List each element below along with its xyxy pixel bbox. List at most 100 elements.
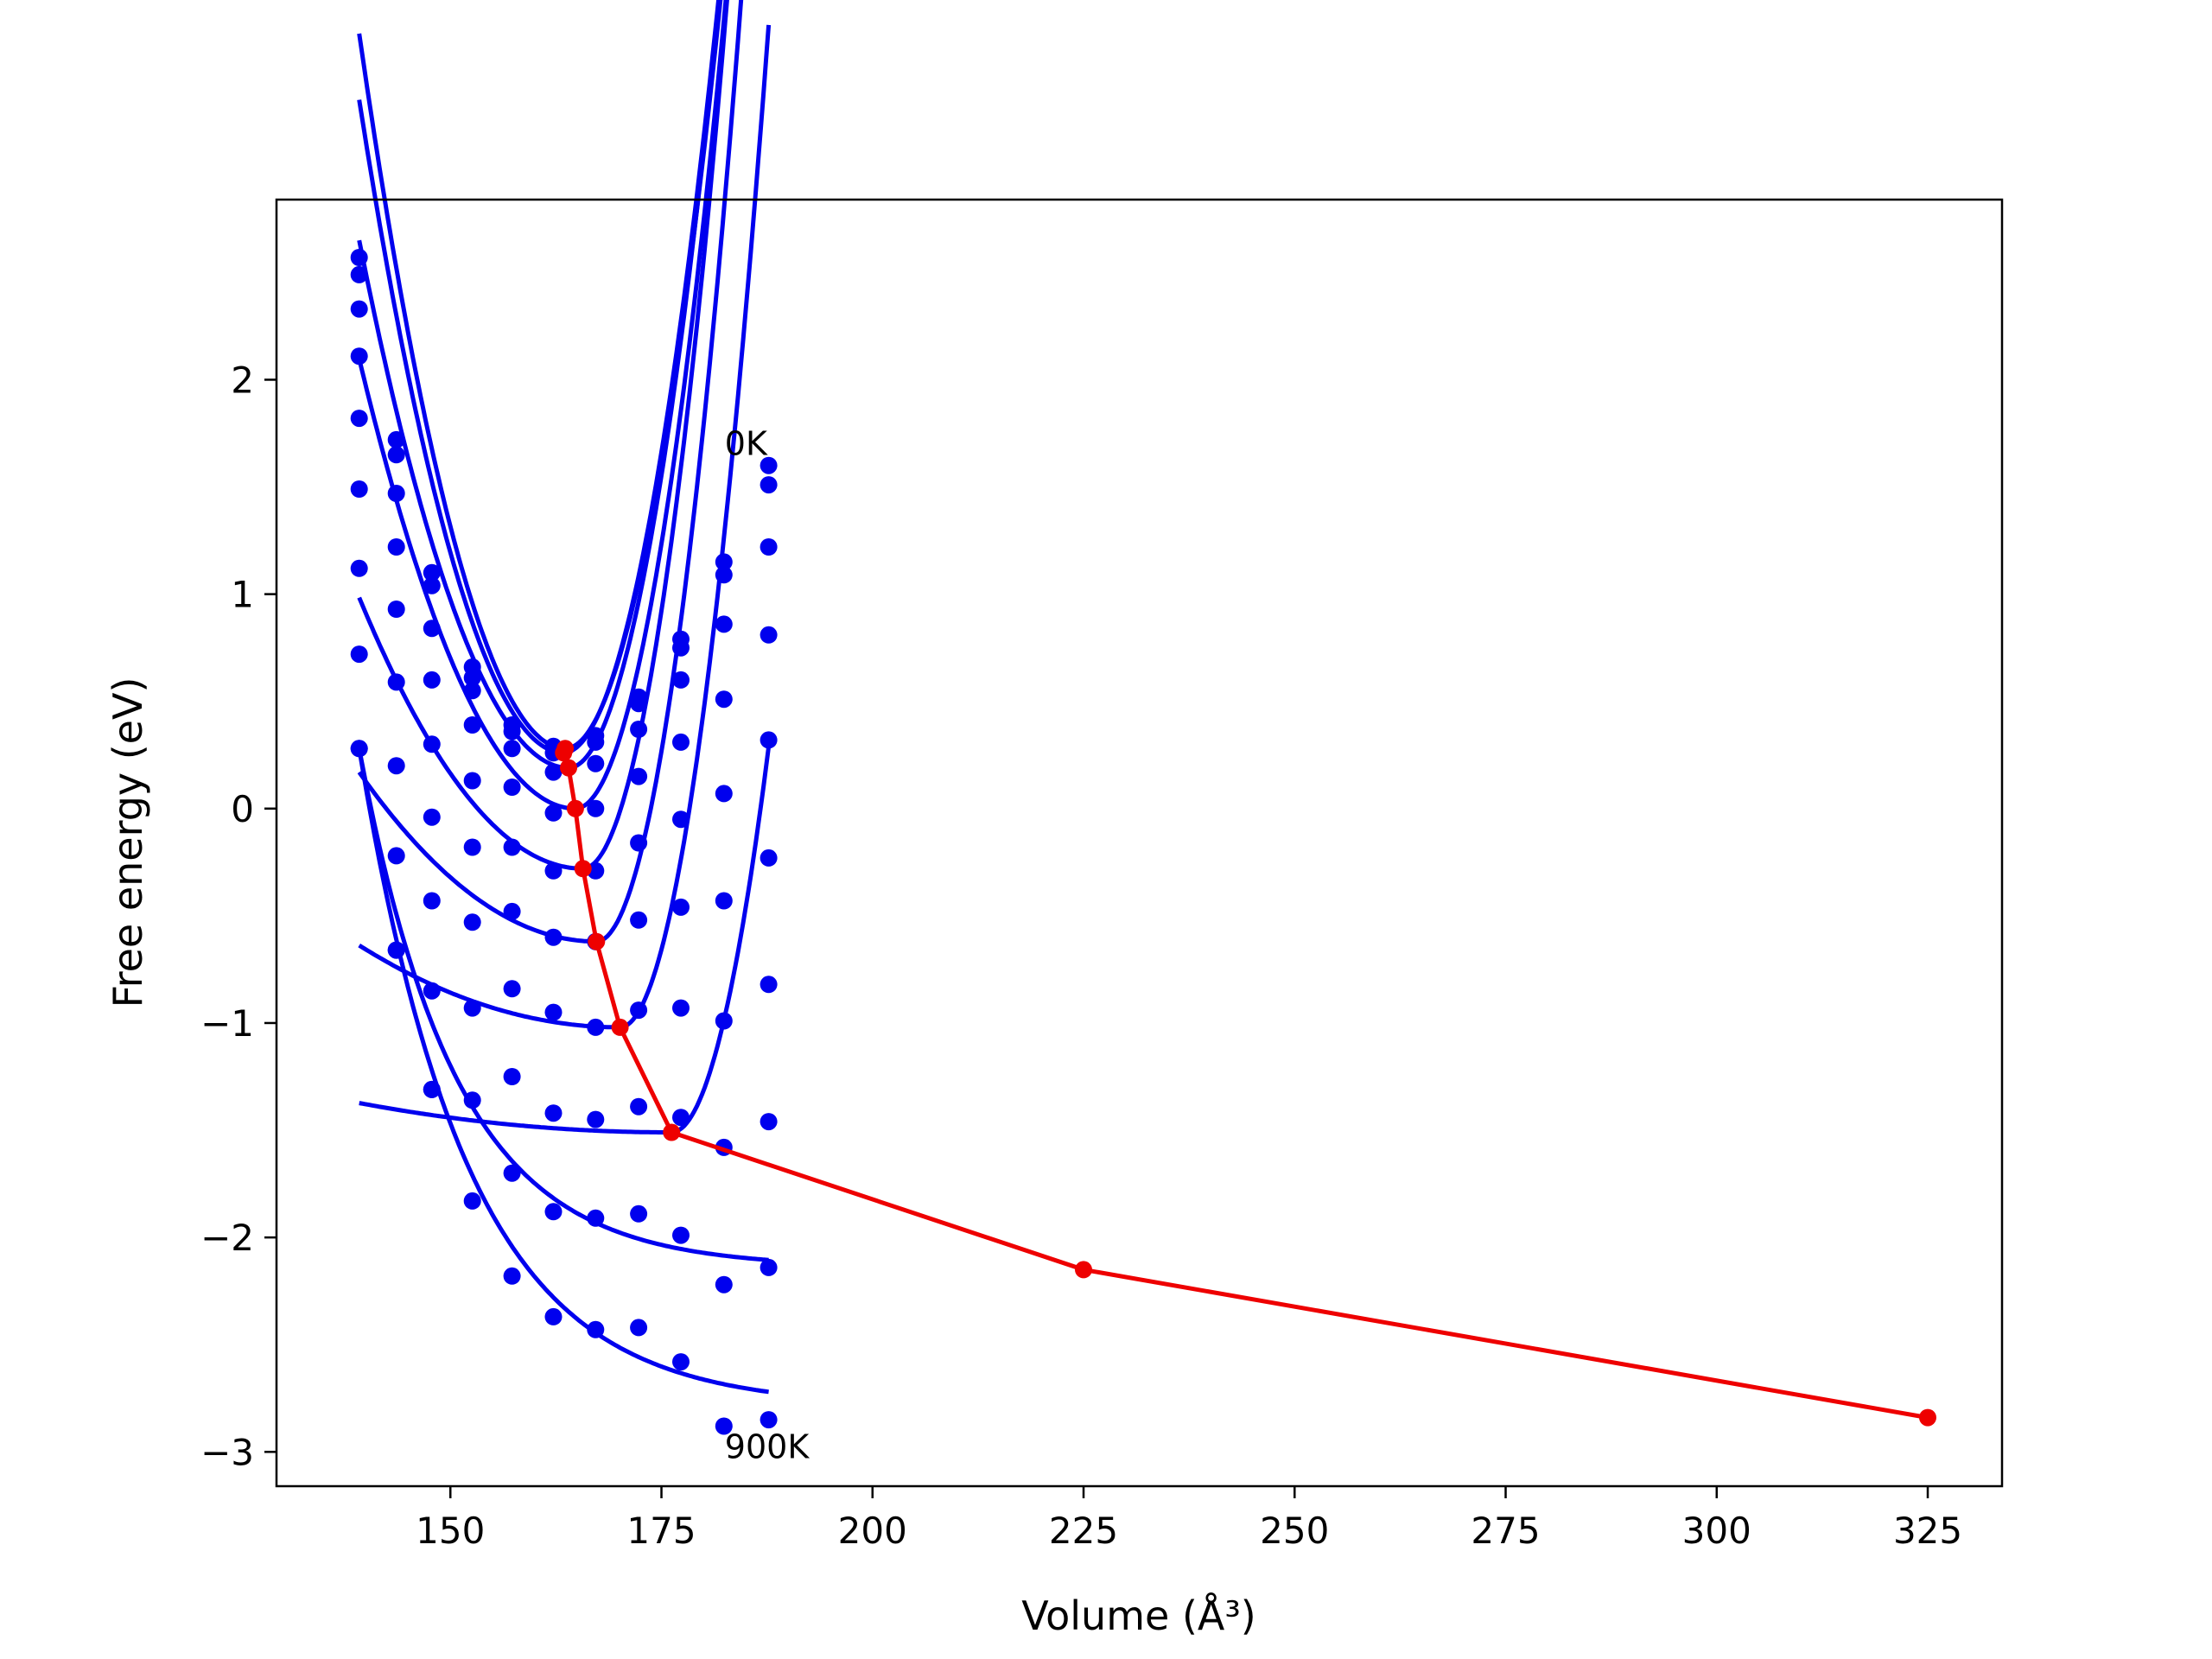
isotherm-point-6-0 (350, 559, 368, 577)
isotherm-point-6-10 (760, 976, 778, 994)
isotherm-point-5-8 (672, 898, 690, 916)
isotherm-curve-9 (357, 747, 769, 1395)
y-tick-label: −2 (200, 1217, 254, 1259)
isotherm-point-9-4 (503, 1267, 521, 1285)
isotherm-point-4-2 (423, 735, 441, 753)
isotherm-curves (357, 0, 772, 1395)
isotherm-point-8-4 (503, 1164, 521, 1182)
isotherm-point-9-3 (463, 1192, 481, 1210)
isotherm-point-4-8 (672, 810, 690, 829)
isotherm-point-3-2 (423, 671, 441, 689)
isotherm-point-9-9 (715, 1417, 733, 1435)
x-tick-label: 325 (1893, 1510, 1962, 1552)
x-tick-label: 275 (1471, 1510, 1540, 1552)
isotherm-point-9-5 (544, 1307, 563, 1325)
x-tick-label: 175 (626, 1510, 696, 1552)
isotherm-point-8-9 (715, 1275, 733, 1294)
isotherm-point-9-0 (350, 740, 368, 758)
isotherm-point-1-7 (630, 695, 648, 713)
isotherm-point-7-10 (760, 1113, 778, 1131)
minimum-point-6 (611, 1018, 629, 1036)
isotherm-point-4-4 (503, 838, 521, 856)
isotherm-point-3-0 (350, 347, 368, 365)
isotherm-point-1-6 (587, 733, 605, 751)
minimum-point-7 (663, 1123, 681, 1141)
isotherm-point-5-10 (760, 849, 778, 867)
isotherm-point-3-8 (672, 733, 690, 751)
isotherm-point-8-5 (544, 1203, 563, 1221)
isotherm-point-7-5 (544, 1104, 563, 1122)
x-tick-label: 200 (838, 1510, 907, 1552)
isotherm-point-5-0 (350, 480, 368, 498)
annotation-1: 900K (725, 1428, 810, 1466)
x-tick-label: 150 (416, 1510, 485, 1552)
isotherm-point-4-5 (544, 861, 563, 880)
isotherm-point-7-3 (463, 999, 481, 1017)
isotherm-point-7-2 (423, 982, 441, 1000)
isotherm-point-5-1 (387, 673, 405, 691)
isotherm-point-4-10 (760, 731, 778, 749)
isotherm-point-9-8 (672, 1353, 690, 1371)
isotherm-point-4-9 (715, 785, 733, 803)
isotherm-point-7-1 (387, 847, 405, 865)
y-tick-label: −3 (200, 1431, 254, 1473)
x-tick-label: 225 (1049, 1510, 1118, 1552)
isotherm-point-8-10 (760, 1258, 778, 1276)
isotherm-point-2-3 (463, 682, 481, 700)
x-tick-label: 300 (1682, 1510, 1751, 1552)
isotherm-point-8-7 (630, 1205, 648, 1223)
isotherm-point-6-9 (715, 1012, 733, 1030)
isotherm-point-1-2 (423, 576, 441, 594)
y-axis-label: Free energy (eV) (105, 677, 151, 1008)
minimum-path (555, 740, 1936, 1427)
isotherm-point-2-4 (503, 740, 521, 758)
isotherm-point-0-9 (715, 553, 733, 571)
isotherm-point-8-3 (463, 1091, 481, 1109)
isotherm-point-4-3 (463, 772, 481, 790)
isotherm-point-3-7 (630, 767, 648, 785)
minimum-point-9 (1919, 1408, 1936, 1427)
isotherm-points (350, 249, 778, 1435)
y-tick-label: 1 (231, 574, 254, 616)
y-tick-label: −1 (200, 1002, 254, 1045)
isotherm-point-0-0 (350, 249, 368, 266)
plot-frame (275, 198, 2004, 1488)
isotherm-point-6-8 (672, 999, 690, 1017)
y-tick-label: 0 (231, 788, 254, 830)
isotherm-point-3-10 (760, 626, 778, 644)
minimum-point-4 (574, 860, 592, 878)
isotherm-point-6-5 (544, 1003, 563, 1021)
isotherm-point-2-5 (544, 763, 563, 781)
isotherm-point-0-10 (760, 456, 778, 474)
minimum-point-2 (560, 759, 577, 777)
isotherm-point-5-9 (715, 892, 733, 910)
isotherm-point-9-2 (423, 1080, 441, 1098)
isotherm-point-6-4 (503, 980, 521, 998)
isotherm-point-5-3 (463, 838, 481, 856)
isotherm-point-3-3 (463, 716, 481, 734)
axis-ticks: 150 175 200 225 250 275 300 325 −3 −2 −1 0 1 2 (200, 359, 1962, 1552)
isotherm-point-2-7 (630, 721, 648, 738)
isotherm-point-2-9 (715, 615, 733, 633)
isotherm-point-4-7 (630, 834, 648, 852)
isotherm-point-9-1 (387, 941, 405, 959)
isotherm-curve-6 (358, 24, 772, 1030)
minimum-point-8 (1075, 1261, 1092, 1279)
isotherm-point-6-2 (423, 892, 441, 910)
x-tick-label: 250 (1260, 1510, 1329, 1552)
annotations: 0K 900K (725, 424, 810, 1465)
y-tick-label: 2 (231, 359, 254, 401)
isotherm-curve-5 (357, 0, 744, 944)
minimum-point-1 (555, 744, 573, 762)
isotherm-point-6-1 (387, 757, 405, 775)
isotherm-point-1-9 (715, 566, 733, 584)
isotherm-point-4-0 (350, 410, 368, 428)
isotherm-point-4-1 (387, 601, 405, 618)
isotherm-point-2-8 (672, 671, 690, 689)
isotherm-point-7-4 (503, 1068, 521, 1085)
isotherm-point-1-0 (350, 265, 368, 283)
isotherm-point-1-4 (503, 722, 521, 741)
isotherm-point-0-2 (423, 563, 441, 582)
isotherm-point-7-6 (587, 1110, 605, 1128)
annotation-0: 0K (725, 424, 768, 462)
